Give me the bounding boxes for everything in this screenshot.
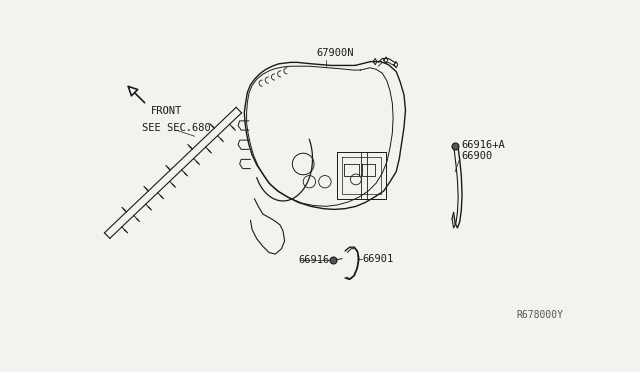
Text: 66916+A: 66916+A: [461, 140, 505, 150]
Text: SEE SEC.680: SEE SEC.680: [142, 123, 211, 133]
Text: FRONT: FRONT: [151, 106, 182, 116]
Text: R678000Y: R678000Y: [516, 310, 564, 320]
Text: 66916: 66916: [298, 255, 330, 265]
Text: 66901: 66901: [362, 254, 394, 264]
Text: 67900N: 67900N: [316, 48, 354, 58]
Text: 66900: 66900: [461, 151, 493, 161]
